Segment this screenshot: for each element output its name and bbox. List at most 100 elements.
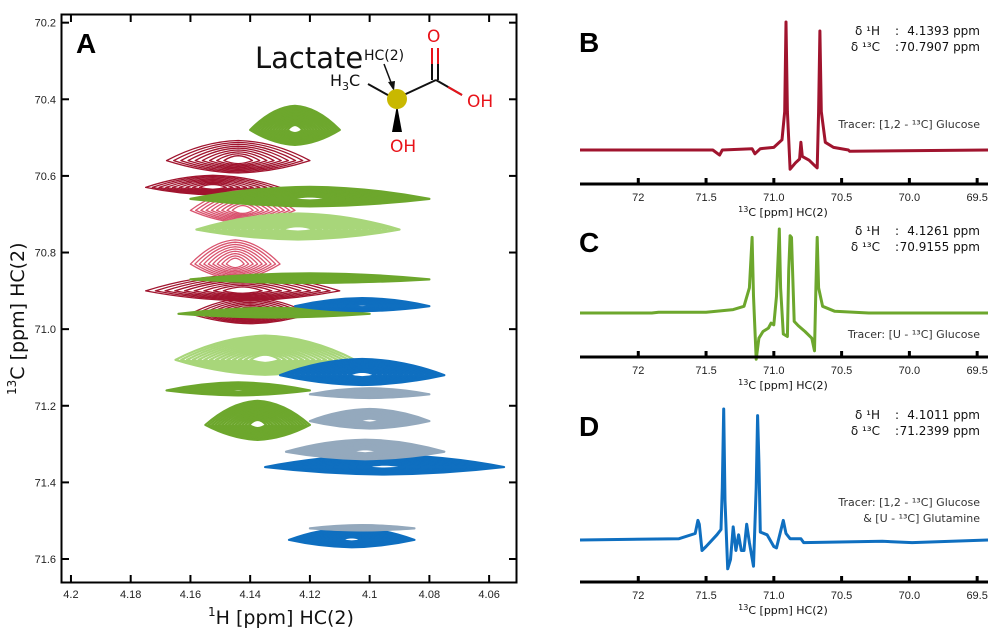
- contour-line: [358, 417, 381, 424]
- contour-band: [177, 306, 371, 319]
- x-tick-label: 71.5: [695, 365, 716, 377]
- x-tick-label: 72: [632, 192, 644, 204]
- contour-line: [358, 391, 381, 397]
- methyl-label: H3C: [330, 71, 360, 93]
- shift-label: δ ¹³C: [851, 40, 880, 54]
- y-tick-label: 70.4: [35, 94, 56, 106]
- shift-separator: :: [895, 240, 899, 254]
- contour-band: [165, 139, 311, 174]
- panel-a-x-axis-title: 1H [ppm] HC(2): [208, 605, 354, 629]
- hc2-label: HC(2): [364, 48, 404, 64]
- contour-line: [347, 370, 377, 379]
- arrowhead-icon: [388, 81, 395, 91]
- x-tick-label: 72: [632, 365, 644, 377]
- x-tick-label: 71.5: [695, 590, 716, 602]
- contour-line: [171, 179, 254, 193]
- contour-series: [264, 297, 506, 549]
- x-axis-title: 13C [ppm] HC(2): [738, 378, 828, 392]
- x-tick-label: 71.0: [763, 590, 784, 602]
- shift-label: δ ¹H: [855, 24, 880, 38]
- panel-a-y-axis-title: 13C [ppm] HC(2): [5, 242, 29, 395]
- contour-line: [198, 243, 272, 277]
- contour-line: [221, 255, 250, 270]
- contour-line: [350, 303, 375, 309]
- shift-separator: :: [895, 224, 899, 238]
- x-axis-title: 13C [ppm] HC(2): [738, 603, 828, 617]
- x-tick-label: 4.06: [478, 589, 499, 601]
- contour-line: [225, 387, 252, 393]
- shift-separator: :: [895, 408, 899, 422]
- y-tick-label: 71.0: [35, 324, 56, 336]
- molecule-name: Lactate: [255, 41, 363, 75]
- contour-band: [189, 185, 431, 208]
- contour-line: [165, 178, 261, 194]
- contour-band: [195, 212, 401, 241]
- contour-line: [286, 123, 304, 135]
- x-tick-label: 71.5: [695, 192, 716, 204]
- alcohol-oh: OH: [390, 137, 416, 157]
- spectrum-line: [580, 20, 989, 171]
- contour-band: [144, 174, 281, 196]
- contour-line: [208, 151, 268, 167]
- acid-oh: OH: [467, 92, 493, 112]
- x-tick-label: 70.0: [899, 192, 920, 204]
- spectrum-line: [580, 227, 988, 361]
- contour-line: [178, 180, 248, 192]
- panel-b: B 72 71.5 71.0 70.5 70.0 69.5 13C [ppm] HC(2) δ …: [579, 20, 989, 219]
- x-tick-label: 4.1: [362, 589, 377, 601]
- shift-value: 4.1011 ppm: [907, 408, 980, 422]
- x-tick-label: 69.5: [966, 590, 987, 602]
- panel-c: C 72 71.5 71.0 70.5 70.0 69.5 13C [ppm] HC(2) δ …: [579, 224, 988, 392]
- contour-line: [158, 176, 268, 195]
- contour-line: [165, 139, 311, 174]
- y-tick-label: 71.2: [35, 401, 56, 413]
- contour-line: [212, 250, 259, 273]
- x-tick-label: 4.12: [299, 589, 320, 601]
- contour-line: [212, 284, 273, 295]
- shift-separator: :: [895, 24, 899, 38]
- contour-plot: [144, 104, 506, 549]
- contour-line: [201, 149, 275, 168]
- x-title-superscript: 1: [208, 605, 216, 619]
- shift-label: δ ¹H: [855, 224, 880, 238]
- contour-line: [340, 536, 364, 543]
- x-axis-title: 13C [ppm] HC(2): [738, 205, 828, 219]
- contour-line: [203, 246, 268, 276]
- contour-line: [257, 311, 291, 316]
- contour-band: [249, 104, 341, 146]
- contour-line: [231, 204, 254, 215]
- contour-band: [308, 387, 431, 400]
- y-tick-label: 70.6: [35, 171, 56, 183]
- contour-band: [189, 239, 281, 280]
- wedge-bond: [392, 105, 402, 132]
- y-title-text: C [ppm] HC(2): [7, 242, 29, 379]
- shift-value: 71.2399 ppm: [900, 424, 980, 438]
- x-tick-label: 70.5: [831, 590, 852, 602]
- contour-line: [352, 526, 372, 530]
- panel-a-letter: A: [76, 28, 96, 59]
- y-title-superscript: 13: [5, 380, 19, 395]
- x-tick-label: 72: [632, 590, 644, 602]
- contour-band: [284, 438, 446, 461]
- x-tick-label: 70.0: [899, 590, 920, 602]
- y-tick-label: 71.6: [35, 554, 56, 566]
- x-tick-label: 4.16: [180, 589, 201, 601]
- contour-line: [247, 418, 268, 430]
- svg-text:13C [ppm] HC(2): 13C [ppm] HC(2): [5, 242, 29, 395]
- shift-value: 70.7907 ppm: [900, 40, 980, 54]
- contour-band: [278, 357, 446, 387]
- x-title-text: H [ppm] HC(2): [216, 607, 354, 629]
- contour-series: [284, 387, 446, 532]
- shift-value: 4.1393 ppm: [907, 24, 980, 38]
- shift-label: δ ¹H: [855, 408, 880, 422]
- tracer-label: & [U - ¹³C] Glutamine: [863, 512, 980, 525]
- contour-line: [216, 252, 254, 272]
- c2-highlight-dot: [387, 89, 407, 109]
- hc2-arrow: [383, 63, 393, 86]
- panel-d: D 72 71.5 71.0 70.5 70.0 69.5 13C [ppm] HC(2) δ …: [579, 407, 989, 617]
- contour-band: [308, 407, 431, 430]
- shift-label: δ ¹³C: [851, 424, 880, 438]
- shift-value: 4.1261 ppm: [907, 224, 980, 238]
- contour-line: [194, 147, 282, 169]
